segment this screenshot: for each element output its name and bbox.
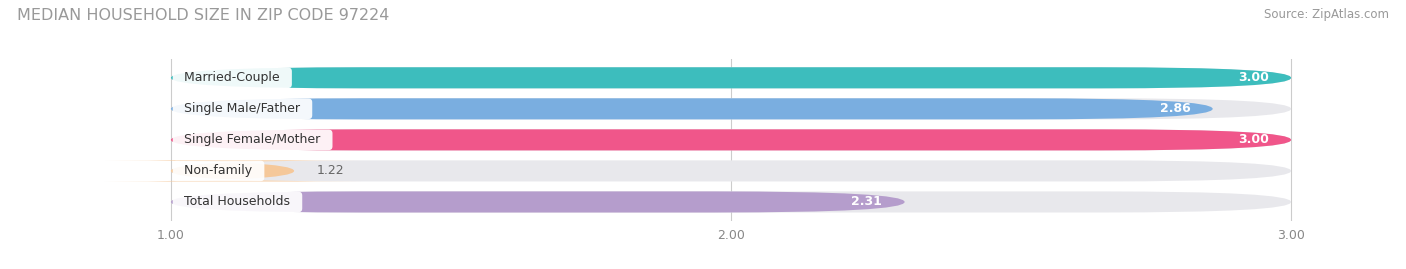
FancyBboxPatch shape [172, 67, 1291, 88]
Text: Single Male/Father: Single Male/Father [177, 102, 308, 115]
Text: 3.00: 3.00 [1237, 71, 1268, 84]
Text: Single Female/Mother: Single Female/Mother [177, 133, 329, 146]
FancyBboxPatch shape [172, 129, 1291, 150]
Text: 2.31: 2.31 [852, 196, 882, 208]
FancyBboxPatch shape [172, 67, 1291, 88]
Text: MEDIAN HOUSEHOLD SIZE IN ZIP CODE 97224: MEDIAN HOUSEHOLD SIZE IN ZIP CODE 97224 [17, 8, 389, 23]
FancyBboxPatch shape [172, 192, 904, 213]
Text: Married-Couple: Married-Couple [177, 71, 288, 84]
Text: Non-family: Non-family [177, 164, 260, 178]
Text: 2.86: 2.86 [1160, 102, 1191, 115]
FancyBboxPatch shape [172, 98, 1291, 119]
Text: Source: ZipAtlas.com: Source: ZipAtlas.com [1264, 8, 1389, 21]
Text: 3.00: 3.00 [1237, 133, 1268, 146]
FancyBboxPatch shape [172, 160, 1291, 182]
FancyBboxPatch shape [172, 98, 1213, 119]
FancyBboxPatch shape [172, 192, 1291, 213]
FancyBboxPatch shape [104, 160, 361, 182]
Text: 1.22: 1.22 [316, 164, 344, 178]
Text: Total Households: Total Households [177, 196, 298, 208]
FancyBboxPatch shape [172, 129, 1291, 150]
